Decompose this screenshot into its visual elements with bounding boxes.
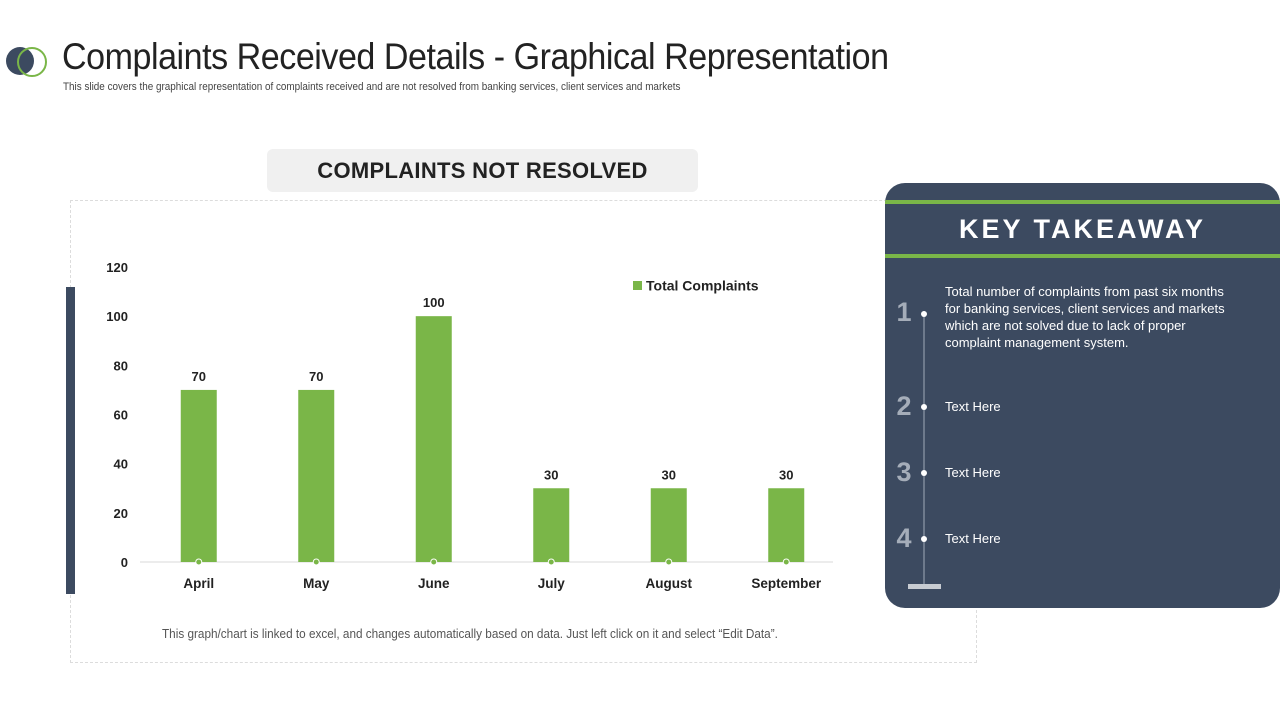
timeline-dot: [921, 470, 927, 476]
bar: [415, 316, 452, 562]
bar-base-marker: [547, 558, 555, 566]
key-takeaway-panel: KEY TAKEAWAY 1 Total number of complaint…: [885, 183, 1280, 608]
takeaway-title: KEY TAKEAWAY: [958, 213, 1207, 244]
y-tick-label: 80: [114, 358, 128, 373]
legend-label: Total Complaints: [646, 278, 759, 294]
timeline-line: [923, 311, 925, 586]
timeline-dot: [921, 536, 927, 542]
takeaway-number: 4: [896, 523, 912, 553]
y-tick-label: 60: [114, 408, 128, 423]
takeaway-text: Text Here: [945, 531, 1001, 546]
takeaway-number: 3: [896, 457, 912, 487]
y-tick-label: 20: [114, 506, 128, 521]
takeaway-number: 1: [896, 297, 912, 327]
page-title: Complaints Received Details - Graphical …: [62, 36, 889, 77]
bar: [533, 488, 570, 562]
data-label: 100: [423, 295, 445, 310]
y-tick-label: 120: [106, 260, 128, 275]
takeaway-text: Text Here: [945, 465, 1001, 480]
bar: [180, 389, 217, 562]
timeline-dot: [921, 404, 927, 410]
bar-base-marker: [665, 558, 673, 566]
takeaway-text: Total number of complaints from past six…: [945, 284, 1225, 350]
logo-icon: [6, 46, 47, 77]
x-tick-label: June: [418, 576, 450, 591]
bar: [298, 389, 335, 562]
data-label: 70: [309, 369, 323, 384]
timeline-dot: [921, 311, 927, 317]
takeaway-number: 2: [896, 391, 912, 421]
y-tick-label: 40: [114, 457, 128, 472]
y-tick-label: 0: [121, 555, 128, 570]
x-tick-label: July: [538, 576, 566, 591]
data-label: 70: [192, 369, 206, 384]
bar: [650, 488, 687, 562]
data-label: 30: [544, 467, 558, 482]
timeline-cap: [908, 584, 941, 589]
takeaway-text: Text Here: [945, 399, 1001, 414]
y-tick-label: 100: [106, 309, 128, 324]
bar: [768, 488, 805, 562]
x-tick-label: May: [303, 576, 330, 591]
bar-base-marker: [312, 558, 320, 566]
x-tick-label: April: [183, 576, 214, 591]
data-label: 30: [779, 467, 793, 482]
page-subtitle: This slide covers the graphical represen…: [63, 81, 681, 93]
bar-base-marker: [430, 558, 438, 566]
takeaway-band: KEY TAKEAWAY: [885, 200, 1280, 258]
x-tick-label: September: [751, 576, 822, 591]
chart-note: This graph/chart is linked to excel, and…: [162, 627, 778, 641]
bar-base-marker: [782, 558, 790, 566]
accent-bar: [66, 287, 75, 594]
chart-heading: COMPLAINTS NOT RESOLVED: [267, 149, 698, 192]
x-tick-label: August: [646, 576, 693, 591]
bar-base-marker: [195, 558, 203, 566]
data-label: 30: [662, 467, 676, 482]
legend-swatch: [633, 281, 642, 290]
